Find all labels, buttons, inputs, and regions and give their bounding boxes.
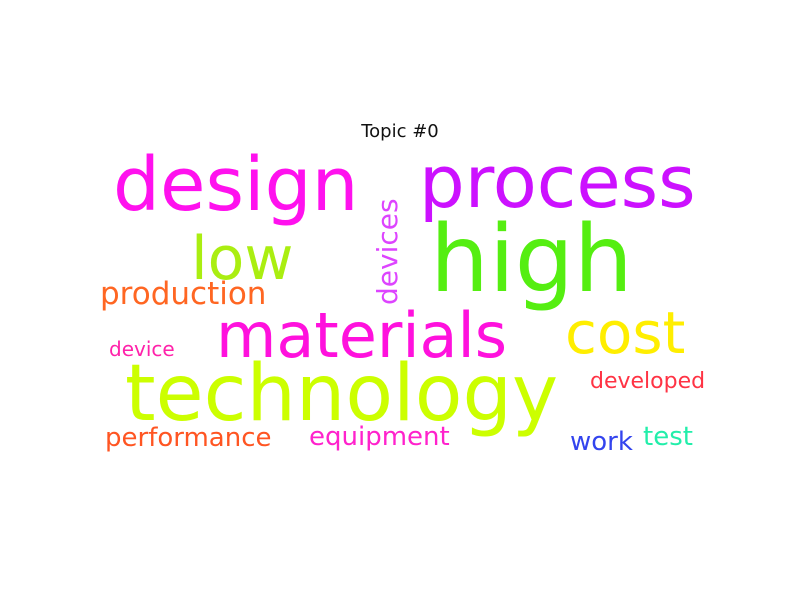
word-high: high: [430, 205, 633, 313]
word-production: production: [100, 276, 267, 312]
word-cloud: design process low high devices producti…: [100, 143, 720, 455]
word-devices: devices: [371, 198, 404, 305]
word-developed: developed: [590, 369, 706, 394]
word-test: test: [643, 422, 693, 452]
word-technology: technology: [125, 349, 559, 439]
word-design: design: [113, 142, 359, 228]
word-cost: cost: [565, 299, 686, 367]
word-materials: materials: [216, 299, 508, 372]
word-low: low: [191, 224, 294, 294]
word-work: work: [570, 427, 633, 457]
word-performance: performance: [105, 423, 272, 453]
word-process: process: [419, 140, 696, 224]
word-equipment: equipment: [309, 422, 450, 452]
topic-title: Topic #0: [361, 121, 439, 142]
word-device: device: [109, 337, 175, 361]
